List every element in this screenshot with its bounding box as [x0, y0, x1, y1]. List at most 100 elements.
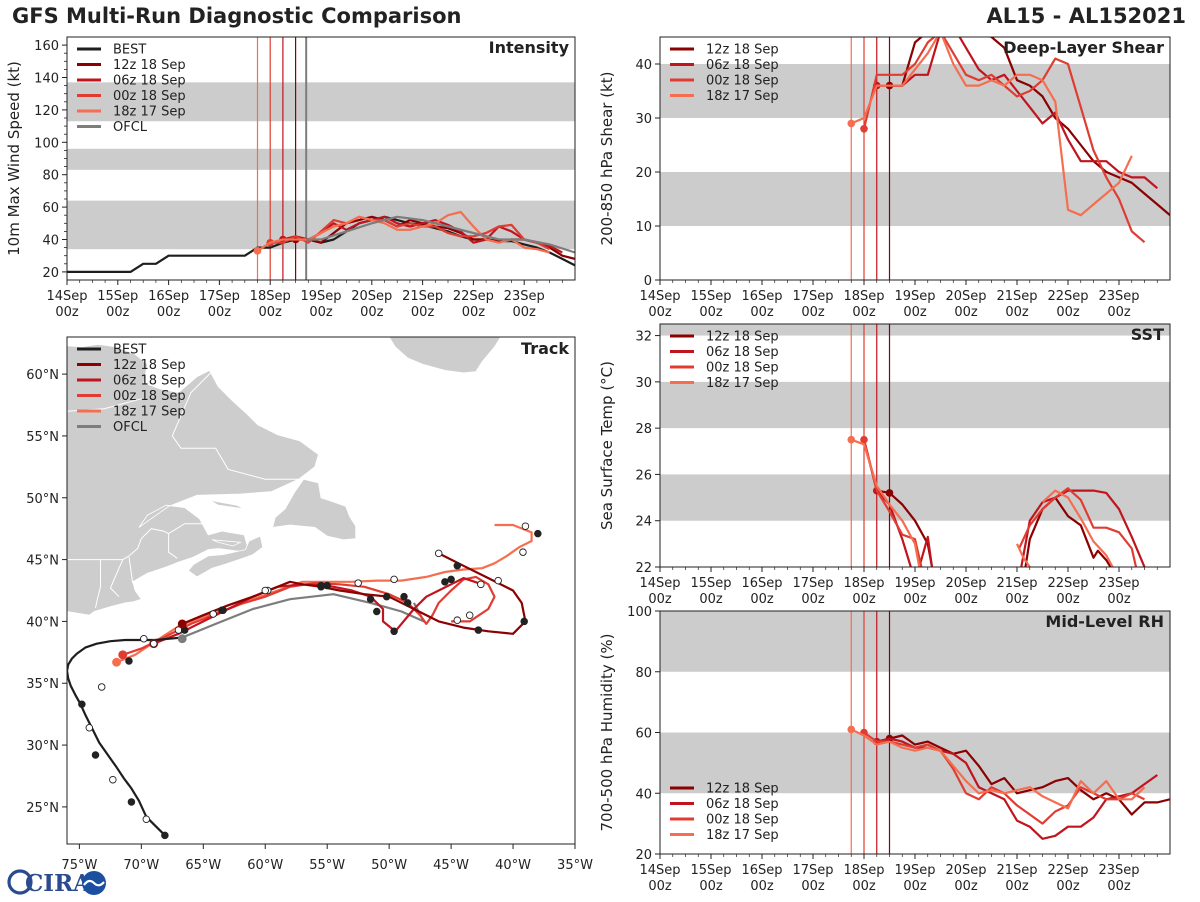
x-tick-label-track: 45°W — [433, 858, 469, 873]
band-sst-1 — [660, 381, 1170, 429]
series-marker-12z-18-sep — [885, 489, 894, 497]
y-tick-label-intensity: 140 — [34, 72, 59, 87]
track-point-00z-18-sep — [465, 611, 474, 619]
x-tick-label-hour-intensity: 00z — [106, 305, 130, 320]
x-tick-label-hour-rh: 00z — [801, 879, 825, 894]
y-tick-label-track: 45°N — [26, 554, 59, 569]
y-axis-label-shear: 200-850 hPa Shear (kt) — [598, 72, 616, 246]
land-mass-4 — [209, 499, 245, 510]
x-tick-label-hour-sst: 00z — [852, 592, 876, 607]
land-mass-5 — [211, 539, 242, 547]
x-tick-label-hour-rh: 00z — [699, 879, 723, 894]
x-tick-label-hour-rh: 00z — [954, 879, 978, 894]
land-mass-3 — [388, 337, 502, 374]
x-tick-label-day-shear: 15Sep — [690, 289, 731, 304]
series-marker-18z-17-sep — [847, 725, 856, 734]
x-tick-label-hour-intensity: 00z — [411, 305, 435, 320]
track-point-18z-17-sep — [112, 657, 122, 667]
x-tick-label-day-sst: 20Sep — [945, 576, 986, 591]
series-line-18z-17-sep-seg2 — [1041, 489, 1114, 567]
border-line-1 — [95, 559, 101, 608]
panel-track: 25°N 30°N 35°N 40°N 45°N 50°N 55°N 60°N 75°W 70°W… — [26, 336, 593, 873]
legend-label-18z-17-sep: 18z 17 Sep — [706, 376, 779, 391]
x-tick-label-hour-sst: 00z — [1005, 592, 1029, 607]
series-line-ofcl — [306, 215, 575, 254]
x-tick-label-hour-rh: 00z — [750, 879, 774, 894]
x-tick-label-hour-sst: 00z — [648, 592, 672, 607]
x-tick-label-day-sst: 23Sep — [1098, 576, 1139, 591]
legend-label-12z-18-sep: 12z 18 Sep — [113, 358, 186, 373]
band-sst-2 — [660, 324, 1170, 336]
border-line-0 — [67, 528, 178, 561]
x-tick-label-day-sst: 15Sep — [690, 576, 731, 591]
track-point-18z-17-sep — [519, 548, 527, 556]
x-tick-label-hour-shear: 00z — [699, 305, 723, 320]
track-point-06z-18-sep — [373, 607, 381, 616]
x-tick-label-day-intensity: 21Sep — [402, 289, 443, 304]
logo-ring-icon — [7, 869, 33, 895]
panel-plot-area-track — [67, 337, 542, 840]
track-point-12z-18-sep — [474, 626, 483, 634]
band-shear-1 — [660, 64, 1170, 118]
legend-label-12z-18-sep: 12z 18 Sep — [113, 58, 186, 73]
legend-label-18z-17-sep: 18z 17 Sep — [706, 89, 779, 104]
track-point-18z-17-sep — [521, 522, 530, 530]
y-tick-label-intensity: 40 — [42, 234, 59, 249]
series-line-00z-18-sep-seg1 — [1018, 487, 1138, 567]
border-line-5 — [171, 370, 302, 480]
border-line-4 — [168, 523, 206, 535]
x-tick-label-hour-rh: 00z — [1056, 879, 1080, 894]
legend-label-00z-18-sep: 00z 18 Sep — [113, 389, 186, 404]
cira-logo: CIRA — [4, 866, 108, 898]
track-point-18z-17-sep — [209, 610, 217, 618]
x-tick-label-day-rh: 18Sep — [843, 863, 884, 878]
x-tick-label-day-shear: 16Sep — [741, 289, 782, 304]
track-point-best — [91, 751, 100, 759]
y-tick-label-sst: 22 — [635, 561, 652, 576]
x-tick-label-hour-shear: 00z — [903, 305, 927, 320]
x-tick-label-track: 35°W — [557, 858, 593, 873]
track-point-best — [109, 775, 117, 784]
x-tick-label-track: 60°W — [247, 858, 283, 873]
legend-label-06z-18-sep: 06z 18 Sep — [113, 74, 186, 89]
track-point-18z-17-sep — [354, 579, 362, 587]
x-tick-label-hour-shear: 00z — [1005, 305, 1029, 320]
panel-rh: 2040608010014Sep00z15Sep00z16Sep00z17Sep… — [598, 605, 1171, 894]
cira-logo-graphic: CIRA — [7, 869, 106, 897]
legend-label-00z-18-sep: 00z 18 Sep — [706, 74, 779, 89]
series-line-12z-18-sep — [889, 734, 1170, 816]
legend-label-18z-17-sep: 18z 17 Sep — [113, 105, 186, 120]
x-tick-label-day-shear: 18Sep — [843, 289, 884, 304]
band-intensity-1 — [67, 148, 575, 170]
x-tick-label-day-shear: 22Sep — [1047, 289, 1088, 304]
track-point-best — [127, 798, 136, 806]
track-point-00z-18-sep — [403, 599, 412, 607]
legend-label-06z-18-sep: 06z 18 Sep — [113, 374, 186, 389]
x-tick-label-day-shear: 17Sep — [792, 289, 833, 304]
series-marker-18z-17-sep — [847, 435, 856, 444]
legend-label-12z-18-sep: 12z 18 Sep — [706, 43, 779, 58]
track-line-18z-17-sep — [116, 523, 533, 664]
y-tick-label-intensity: 120 — [34, 104, 59, 119]
y-tick-label-track: 55°N — [26, 430, 59, 445]
x-tick-label-hour-shear: 00z — [954, 305, 978, 320]
logo-wordmark: CIRA — [25, 870, 92, 897]
y-tick-label-sst: 26 — [635, 468, 652, 483]
track-point-06z-18-sep — [261, 586, 269, 595]
legend-label-ofcl: OFCL — [113, 420, 148, 435]
series-line-18z-17-sep — [850, 37, 1133, 217]
x-tick-label-track: 75°W — [61, 858, 97, 873]
panel-title-track: Track — [521, 339, 569, 358]
y-tick-label-intensity: 100 — [34, 136, 59, 151]
y-tick-label-intensity: 60 — [42, 201, 59, 216]
legend-label-00z-18-sep: 00z 18 Sep — [706, 813, 779, 828]
x-tick-label-day-sst: 18Sep — [843, 576, 884, 591]
y-tick-label-track: 35°N — [26, 677, 59, 692]
x-tick-label-day-sst: 19Sep — [894, 576, 935, 591]
track-point-18z-17-sep — [390, 575, 398, 584]
legend-label-00z-18-sep: 00z 18 Sep — [113, 89, 186, 104]
legend-label-12z-18-sep: 12z 18 Sep — [706, 782, 779, 797]
y-axis-label-sst: Sea Surface Temp (°C) — [598, 361, 616, 530]
y-tick-label-shear: 0 — [644, 274, 652, 289]
x-tick-label-day-shear: 14Sep — [639, 289, 680, 304]
